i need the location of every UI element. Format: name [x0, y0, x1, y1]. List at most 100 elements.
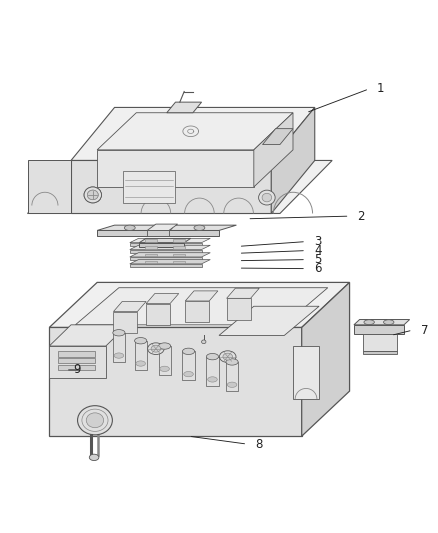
- Polygon shape: [139, 243, 184, 247]
- Text: 9: 9: [74, 364, 81, 376]
- Bar: [173, 261, 185, 263]
- Ellipse shape: [227, 382, 237, 387]
- Polygon shape: [185, 291, 218, 301]
- Polygon shape: [363, 351, 397, 354]
- Polygon shape: [134, 341, 147, 370]
- Bar: [173, 254, 185, 256]
- Polygon shape: [159, 346, 171, 375]
- Ellipse shape: [201, 340, 206, 344]
- Polygon shape: [146, 304, 170, 325]
- Ellipse shape: [262, 193, 272, 202]
- Polygon shape: [146, 294, 179, 304]
- Polygon shape: [113, 312, 138, 333]
- Polygon shape: [113, 333, 125, 362]
- Polygon shape: [130, 253, 210, 257]
- Text: 2: 2: [357, 209, 365, 223]
- Polygon shape: [130, 264, 201, 267]
- Ellipse shape: [161, 225, 172, 230]
- Ellipse shape: [124, 225, 135, 230]
- Ellipse shape: [151, 345, 161, 352]
- Polygon shape: [75, 288, 328, 325]
- Ellipse shape: [84, 187, 102, 203]
- Text: 6: 6: [314, 262, 321, 275]
- Polygon shape: [262, 128, 293, 144]
- Polygon shape: [71, 160, 271, 214]
- Polygon shape: [130, 249, 201, 253]
- Polygon shape: [97, 230, 219, 236]
- Bar: [145, 246, 157, 249]
- Polygon shape: [226, 298, 251, 319]
- Ellipse shape: [87, 190, 98, 200]
- Polygon shape: [58, 358, 95, 363]
- Polygon shape: [58, 351, 95, 357]
- Polygon shape: [28, 160, 71, 214]
- Text: 7: 7: [420, 324, 428, 337]
- Text: 3: 3: [314, 235, 321, 248]
- Polygon shape: [206, 357, 219, 386]
- Polygon shape: [293, 346, 319, 399]
- Polygon shape: [130, 238, 210, 243]
- Polygon shape: [302, 282, 350, 436]
- Ellipse shape: [82, 409, 108, 431]
- Polygon shape: [254, 113, 293, 187]
- Text: 8: 8: [255, 438, 262, 450]
- Polygon shape: [147, 224, 178, 230]
- Polygon shape: [219, 306, 319, 335]
- Polygon shape: [183, 351, 194, 381]
- Ellipse shape: [134, 337, 147, 344]
- Polygon shape: [130, 260, 210, 264]
- Bar: [145, 239, 157, 242]
- Polygon shape: [130, 243, 201, 246]
- Polygon shape: [363, 334, 397, 351]
- Polygon shape: [49, 325, 127, 346]
- Polygon shape: [130, 245, 210, 249]
- Bar: [145, 261, 157, 263]
- Polygon shape: [71, 108, 315, 160]
- Polygon shape: [226, 362, 238, 391]
- Polygon shape: [97, 113, 293, 150]
- Text: 5: 5: [314, 253, 321, 266]
- Ellipse shape: [194, 225, 205, 230]
- Polygon shape: [49, 327, 302, 436]
- Ellipse shape: [183, 348, 194, 354]
- Polygon shape: [123, 171, 176, 203]
- Ellipse shape: [113, 329, 125, 336]
- Ellipse shape: [89, 454, 99, 461]
- Ellipse shape: [87, 190, 98, 200]
- Ellipse shape: [148, 343, 164, 354]
- Text: 1: 1: [377, 83, 385, 95]
- Polygon shape: [58, 365, 95, 370]
- Polygon shape: [167, 102, 201, 113]
- Ellipse shape: [364, 320, 374, 325]
- Bar: [173, 239, 185, 242]
- Polygon shape: [130, 257, 201, 260]
- Ellipse shape: [258, 190, 275, 205]
- Ellipse shape: [208, 377, 217, 382]
- Polygon shape: [97, 150, 254, 187]
- Ellipse shape: [84, 187, 102, 203]
- Polygon shape: [147, 230, 169, 236]
- Ellipse shape: [159, 343, 171, 349]
- Ellipse shape: [384, 320, 394, 325]
- Ellipse shape: [206, 353, 219, 360]
- Ellipse shape: [160, 366, 170, 372]
- Ellipse shape: [136, 361, 145, 366]
- Polygon shape: [271, 108, 315, 214]
- Text: 4: 4: [314, 244, 321, 257]
- Polygon shape: [185, 301, 209, 322]
- Ellipse shape: [184, 372, 193, 377]
- Polygon shape: [97, 225, 237, 230]
- Polygon shape: [226, 288, 259, 298]
- Bar: [145, 254, 157, 256]
- Polygon shape: [49, 346, 106, 378]
- Ellipse shape: [219, 351, 236, 362]
- Bar: [173, 246, 185, 249]
- Ellipse shape: [114, 353, 124, 358]
- Polygon shape: [139, 238, 191, 243]
- Polygon shape: [49, 282, 350, 327]
- Polygon shape: [354, 319, 410, 325]
- Polygon shape: [28, 160, 332, 214]
- Ellipse shape: [223, 353, 233, 360]
- Ellipse shape: [226, 359, 238, 365]
- Polygon shape: [354, 325, 404, 334]
